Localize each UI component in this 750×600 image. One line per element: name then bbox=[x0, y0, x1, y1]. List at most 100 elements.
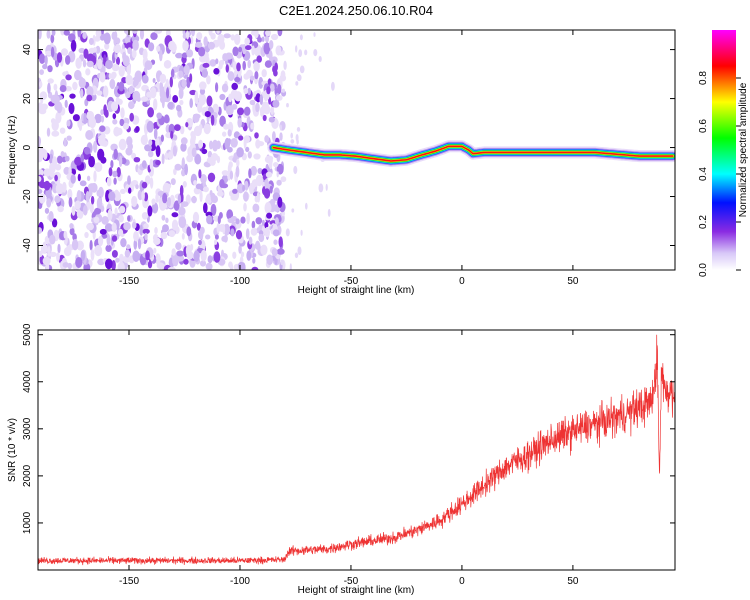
noise-blob bbox=[119, 118, 125, 127]
noise-blob bbox=[305, 202, 308, 210]
noise-blob bbox=[54, 174, 58, 182]
noise-blob bbox=[225, 64, 229, 73]
x-tick-label: -150 bbox=[119, 276, 139, 287]
noise-blob bbox=[42, 256, 51, 266]
noise-blob bbox=[185, 122, 189, 128]
noise-blob bbox=[242, 44, 247, 55]
noise-blob bbox=[67, 188, 73, 200]
noise-blob bbox=[167, 101, 174, 110]
y-tick-label: 4000 bbox=[22, 370, 33, 393]
noise-blob bbox=[67, 262, 73, 270]
noise-blob bbox=[38, 227, 43, 234]
noise-blob bbox=[99, 228, 107, 235]
noise-blob bbox=[159, 81, 164, 93]
noise-blob bbox=[118, 155, 123, 167]
noise-blob bbox=[137, 238, 142, 250]
noise-blob bbox=[68, 166, 72, 177]
noise-blob bbox=[270, 198, 276, 205]
noise-blob bbox=[72, 81, 78, 91]
noise-blob bbox=[168, 40, 176, 51]
noise-blob bbox=[238, 245, 242, 254]
noise-blob bbox=[177, 194, 182, 205]
noise-blob bbox=[113, 43, 122, 54]
noise-blob bbox=[229, 263, 234, 270]
noise-blob bbox=[228, 93, 233, 103]
noise-blob bbox=[112, 119, 118, 125]
noise-blob bbox=[112, 170, 118, 178]
noise-blob bbox=[271, 33, 279, 41]
noise-blob bbox=[214, 234, 219, 240]
noise-blob bbox=[78, 77, 87, 89]
noise-blob bbox=[206, 95, 213, 107]
noise-blob bbox=[198, 124, 203, 131]
noise-blob bbox=[189, 73, 193, 83]
noise-blob bbox=[277, 196, 283, 208]
noise-blob bbox=[113, 148, 118, 160]
noise-blob bbox=[46, 198, 52, 208]
noise-blob bbox=[205, 234, 211, 240]
y-tick-label: 5000 bbox=[22, 323, 33, 346]
noise-blob bbox=[38, 250, 43, 257]
noise-blob bbox=[115, 257, 120, 263]
noise-blob bbox=[318, 56, 322, 62]
noise-blob bbox=[78, 122, 83, 132]
noise-blob bbox=[252, 203, 260, 213]
noise-blob bbox=[266, 254, 274, 266]
noise-blob bbox=[163, 114, 170, 124]
noise-blob bbox=[79, 180, 87, 187]
noise-blob bbox=[64, 99, 68, 108]
noise-blob bbox=[248, 236, 253, 245]
noise-blob bbox=[139, 224, 143, 236]
noise-blob bbox=[114, 207, 118, 216]
noise-blob bbox=[255, 93, 261, 103]
noise-blob bbox=[141, 212, 149, 220]
noise-blob bbox=[265, 171, 273, 178]
noise-blob bbox=[179, 185, 184, 196]
noise-blob bbox=[180, 142, 187, 152]
noise-blob bbox=[198, 46, 206, 57]
noise-blob bbox=[210, 192, 216, 203]
noise-blob bbox=[93, 170, 97, 183]
spectrogram-xlabel: Height of straight line (km) bbox=[298, 285, 415, 296]
noise-blob bbox=[49, 251, 57, 257]
noise-blob bbox=[251, 220, 256, 229]
noise-blob bbox=[71, 239, 79, 251]
noise-blob bbox=[230, 194, 238, 201]
noise-blob bbox=[68, 33, 76, 42]
noise-blob bbox=[155, 159, 161, 166]
noise-blob bbox=[57, 243, 61, 254]
noise-blob bbox=[253, 153, 261, 160]
noise-blob bbox=[151, 198, 156, 205]
noise-blob bbox=[254, 30, 259, 39]
noise-blob bbox=[249, 75, 255, 81]
noise-blob bbox=[182, 181, 187, 188]
noise-blob bbox=[60, 30, 65, 36]
noise-blob bbox=[193, 250, 200, 262]
noise-blob bbox=[131, 195, 138, 208]
noise-blob bbox=[163, 60, 172, 69]
noise-blob bbox=[299, 65, 305, 74]
noise-blob bbox=[161, 153, 165, 165]
noise-blob bbox=[144, 175, 151, 185]
noise-blob bbox=[230, 216, 237, 221]
noise-blob bbox=[156, 45, 161, 52]
noise-blob bbox=[94, 113, 102, 124]
noise-blob bbox=[94, 207, 102, 215]
noise-blob bbox=[131, 221, 137, 229]
noise-blob bbox=[40, 95, 44, 105]
figure-title: C2E1.2024.250.06.10.R04 bbox=[279, 3, 433, 18]
noise-blob bbox=[160, 232, 168, 240]
noise-blob bbox=[132, 39, 139, 51]
noise-blob bbox=[247, 87, 251, 96]
noise-blob bbox=[82, 31, 87, 40]
noise-blob bbox=[66, 135, 72, 141]
noise-blob bbox=[225, 105, 234, 116]
noise-blob bbox=[144, 60, 153, 71]
noise-blob bbox=[71, 205, 76, 216]
noise-blob bbox=[122, 255, 130, 263]
noise-blob bbox=[280, 70, 286, 80]
noise-blob bbox=[38, 136, 41, 148]
noise-blob bbox=[170, 68, 175, 78]
noise-blob bbox=[147, 260, 153, 269]
noise-blob bbox=[115, 191, 121, 202]
